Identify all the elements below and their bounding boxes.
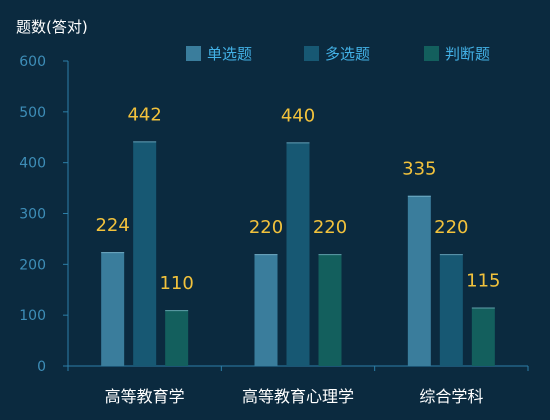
data-labels: 224 442 110 220 440 220 335 220 115 (95, 104, 500, 294)
data-label: 335 (402, 159, 436, 180)
x-category-label: 综合学科 (419, 387, 483, 406)
legend-swatch (304, 46, 319, 61)
x-category-label: 高等教育学 (105, 387, 185, 406)
data-label: 115 (466, 271, 500, 292)
legend-label: 判断题 (445, 45, 490, 63)
bars (101, 141, 495, 366)
y-tick-label: 0 (37, 359, 46, 375)
y-tick-label: 100 (19, 308, 46, 324)
bar (101, 252, 125, 366)
bar (133, 141, 157, 366)
legend-swatch (186, 46, 201, 61)
y-tick-label: 500 (19, 105, 46, 121)
legend-swatch (424, 46, 439, 61)
bar (318, 254, 342, 366)
y-axis-title: 题数(答对) (16, 18, 88, 36)
y-tick-label: 400 (19, 156, 46, 172)
data-label: 440 (281, 105, 315, 126)
data-label: 220 (249, 217, 283, 238)
y-tick-label: 300 (19, 207, 46, 223)
y-tick-label: 600 (19, 54, 46, 70)
data-label: 224 (95, 215, 129, 236)
bar (165, 310, 189, 366)
x-category-label: 高等教育心理学 (242, 387, 354, 406)
bar (471, 307, 495, 366)
data-label: 220 (434, 217, 468, 238)
data-label: 220 (313, 217, 347, 238)
bar (286, 142, 310, 366)
bar (407, 195, 431, 366)
y-tick-label: 200 (19, 257, 46, 273)
data-label: 110 (159, 273, 193, 294)
bar (254, 254, 278, 366)
bar (439, 254, 463, 366)
legend-label: 多选题 (325, 45, 370, 63)
data-label: 442 (127, 104, 161, 125)
axes: 0 100 200 300 400 500 600 高等教育学 高等教育心理学 综合学科 (19, 54, 529, 406)
legend: 单选题 多选题 判断题 (186, 45, 490, 63)
legend-label: 单选题 (207, 45, 252, 63)
